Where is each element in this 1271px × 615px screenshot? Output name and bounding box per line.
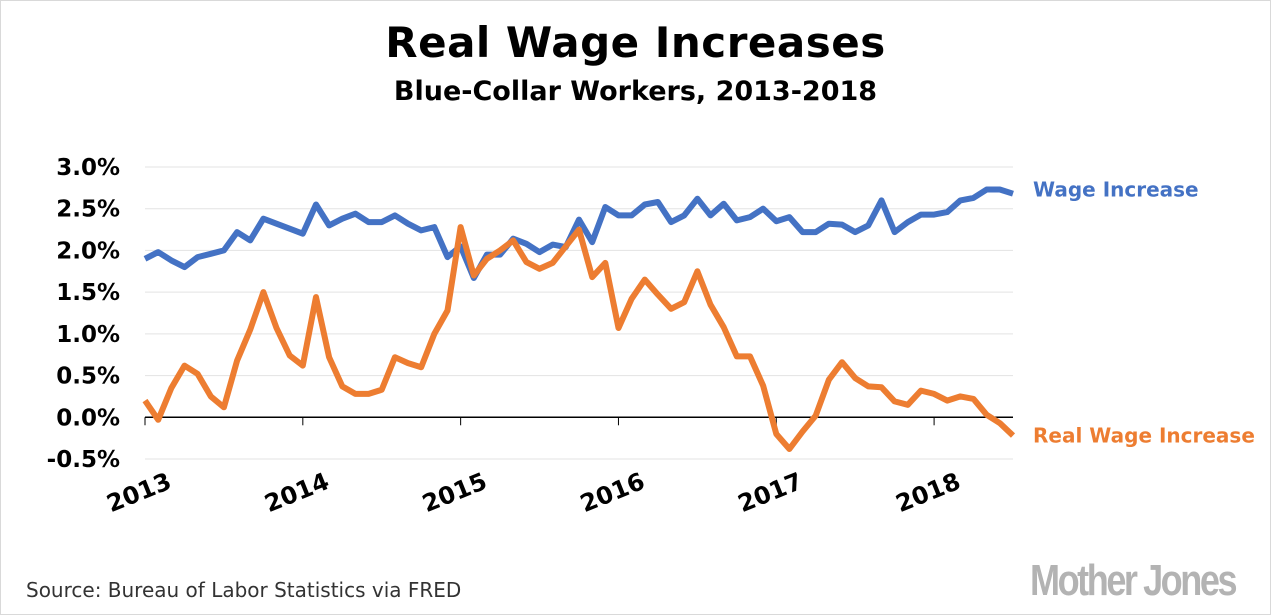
series-lines (142, 186, 1016, 452)
series-label-wage-increase: Wage Increase (1033, 178, 1199, 202)
gridlines (145, 166, 1013, 460)
source-note: Source: Bureau of Labor Statistics via F… (26, 578, 462, 602)
x-tick-label: 2015 (418, 467, 490, 518)
x-tick-label: 2017 (734, 467, 806, 518)
x-tick-label: 2018 (892, 467, 964, 518)
chart-subtitle: Blue-Collar Workers, 2013-2018 (393, 76, 878, 107)
x-tick-label: 2014 (261, 467, 333, 518)
chart-title: Real Wage Increases (385, 18, 886, 67)
x-axis: 2013 2014 2015 2016 2017 2018 (103, 417, 964, 518)
series-line-wage-increase (143, 186, 1014, 281)
series-line-real-wage-increase (142, 224, 1016, 452)
y-tick-label: 2.5% (56, 197, 120, 223)
y-axis: 3.0% 2.5% 2.0% 1.5% 1.0% 0.5% 0.0% -0.5% (47, 155, 120, 473)
series-label-real-wage-increase: Real Wage Increase (1033, 424, 1255, 448)
y-tick-label: 1.5% (56, 280, 120, 306)
y-tick-label: -0.5% (47, 447, 120, 473)
y-tick-label: 2.0% (56, 238, 120, 264)
y-tick-label: 3.0% (56, 155, 120, 181)
x-tick-label: 2013 (103, 467, 175, 518)
y-tick-label: 1.0% (56, 322, 120, 348)
y-tick-label: 0.0% (56, 405, 120, 431)
series-labels: Wage Increase Real Wage Increase (1033, 178, 1255, 448)
y-tick-label: 0.5% (56, 364, 120, 390)
mother-jones-logo: Mother Jones (1029, 556, 1237, 605)
x-tick-label: 2016 (576, 467, 648, 518)
